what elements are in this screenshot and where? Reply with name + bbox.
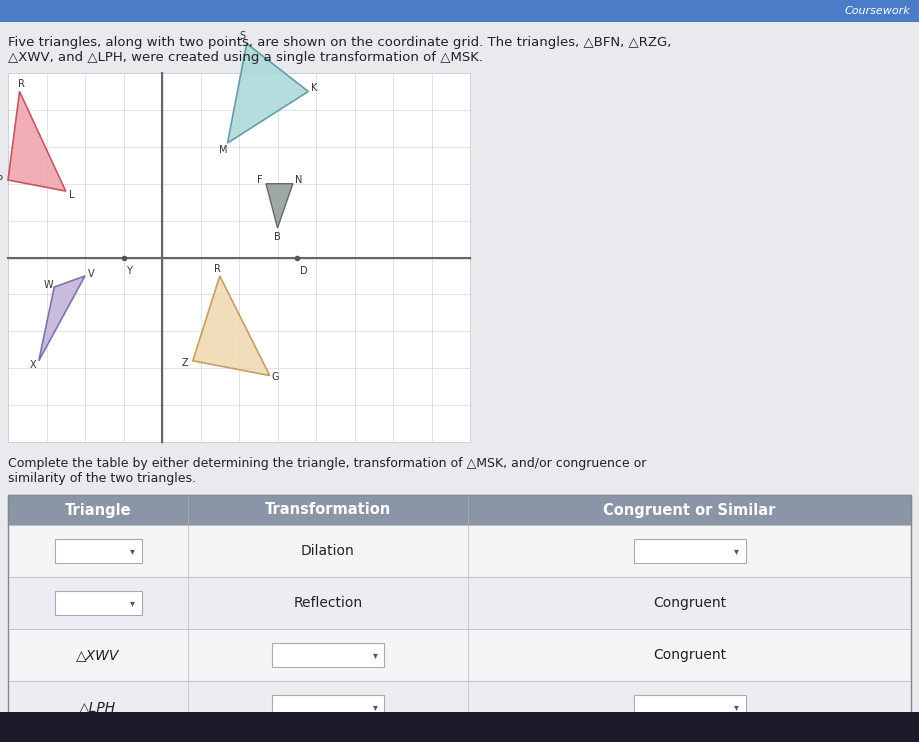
Text: Triangle: Triangle <box>64 502 131 517</box>
Bar <box>8 73 470 442</box>
FancyBboxPatch shape <box>633 695 745 719</box>
Text: ▾: ▾ <box>130 546 135 556</box>
Text: ▾: ▾ <box>130 598 135 608</box>
Bar <box>8 629 911 681</box>
Text: ▾: ▾ <box>372 702 378 712</box>
FancyBboxPatch shape <box>272 695 384 719</box>
Text: R: R <box>214 263 221 274</box>
Text: Congruent or Similar: Congruent or Similar <box>603 502 776 517</box>
Polygon shape <box>227 44 308 143</box>
Polygon shape <box>266 184 293 228</box>
Text: Transformation: Transformation <box>265 502 391 517</box>
Text: D: D <box>300 266 307 275</box>
Bar <box>8 681 911 733</box>
Bar <box>8 577 911 629</box>
Text: G: G <box>272 372 279 382</box>
Text: X: X <box>29 360 37 370</box>
FancyBboxPatch shape <box>54 591 142 615</box>
Polygon shape <box>8 91 66 191</box>
Text: P: P <box>0 175 4 185</box>
Text: Complete the table by either determining the triangle, transformation of △MSK, a: Complete the table by either determining… <box>8 457 646 470</box>
Polygon shape <box>193 276 270 375</box>
Text: B: B <box>274 232 281 242</box>
Text: Congruent: Congruent <box>652 596 726 610</box>
Text: similarity of the two triangles.: similarity of the two triangles. <box>8 472 196 485</box>
Text: Reflection: Reflection <box>293 596 363 610</box>
Text: Dilation: Dilation <box>301 544 355 558</box>
FancyBboxPatch shape <box>633 539 745 563</box>
FancyBboxPatch shape <box>54 539 142 563</box>
FancyBboxPatch shape <box>272 643 384 667</box>
Text: L: L <box>69 190 74 200</box>
Text: △XWV: △XWV <box>76 648 119 662</box>
Bar <box>0 0 919 22</box>
Text: Z: Z <box>182 358 188 368</box>
Bar <box>8 495 911 525</box>
Text: M: M <box>220 145 228 156</box>
Text: ▾: ▾ <box>734 546 739 556</box>
Text: R: R <box>18 79 25 89</box>
Text: Five triangles, along with two points, are shown on the coordinate grid. The tri: Five triangles, along with two points, a… <box>8 36 672 49</box>
Text: N: N <box>295 175 302 185</box>
Text: Congruent: Congruent <box>652 648 726 662</box>
Bar <box>0 712 919 742</box>
Text: S: S <box>240 31 246 41</box>
Text: △LPH: △LPH <box>79 700 117 714</box>
Text: ▾: ▾ <box>734 702 739 712</box>
Text: F: F <box>257 175 263 185</box>
Text: △XWV, and △LPH, were created using a single transformation of △MSK.: △XWV, and △LPH, were created using a sin… <box>8 51 483 64</box>
Text: V: V <box>87 269 94 279</box>
Text: Coursework: Coursework <box>845 6 910 16</box>
Bar <box>8 495 911 733</box>
Polygon shape <box>39 276 85 361</box>
Bar <box>8 525 911 577</box>
Text: K: K <box>311 83 317 93</box>
Text: Y: Y <box>127 266 132 275</box>
Text: W: W <box>43 280 53 290</box>
Text: ▾: ▾ <box>372 650 378 660</box>
